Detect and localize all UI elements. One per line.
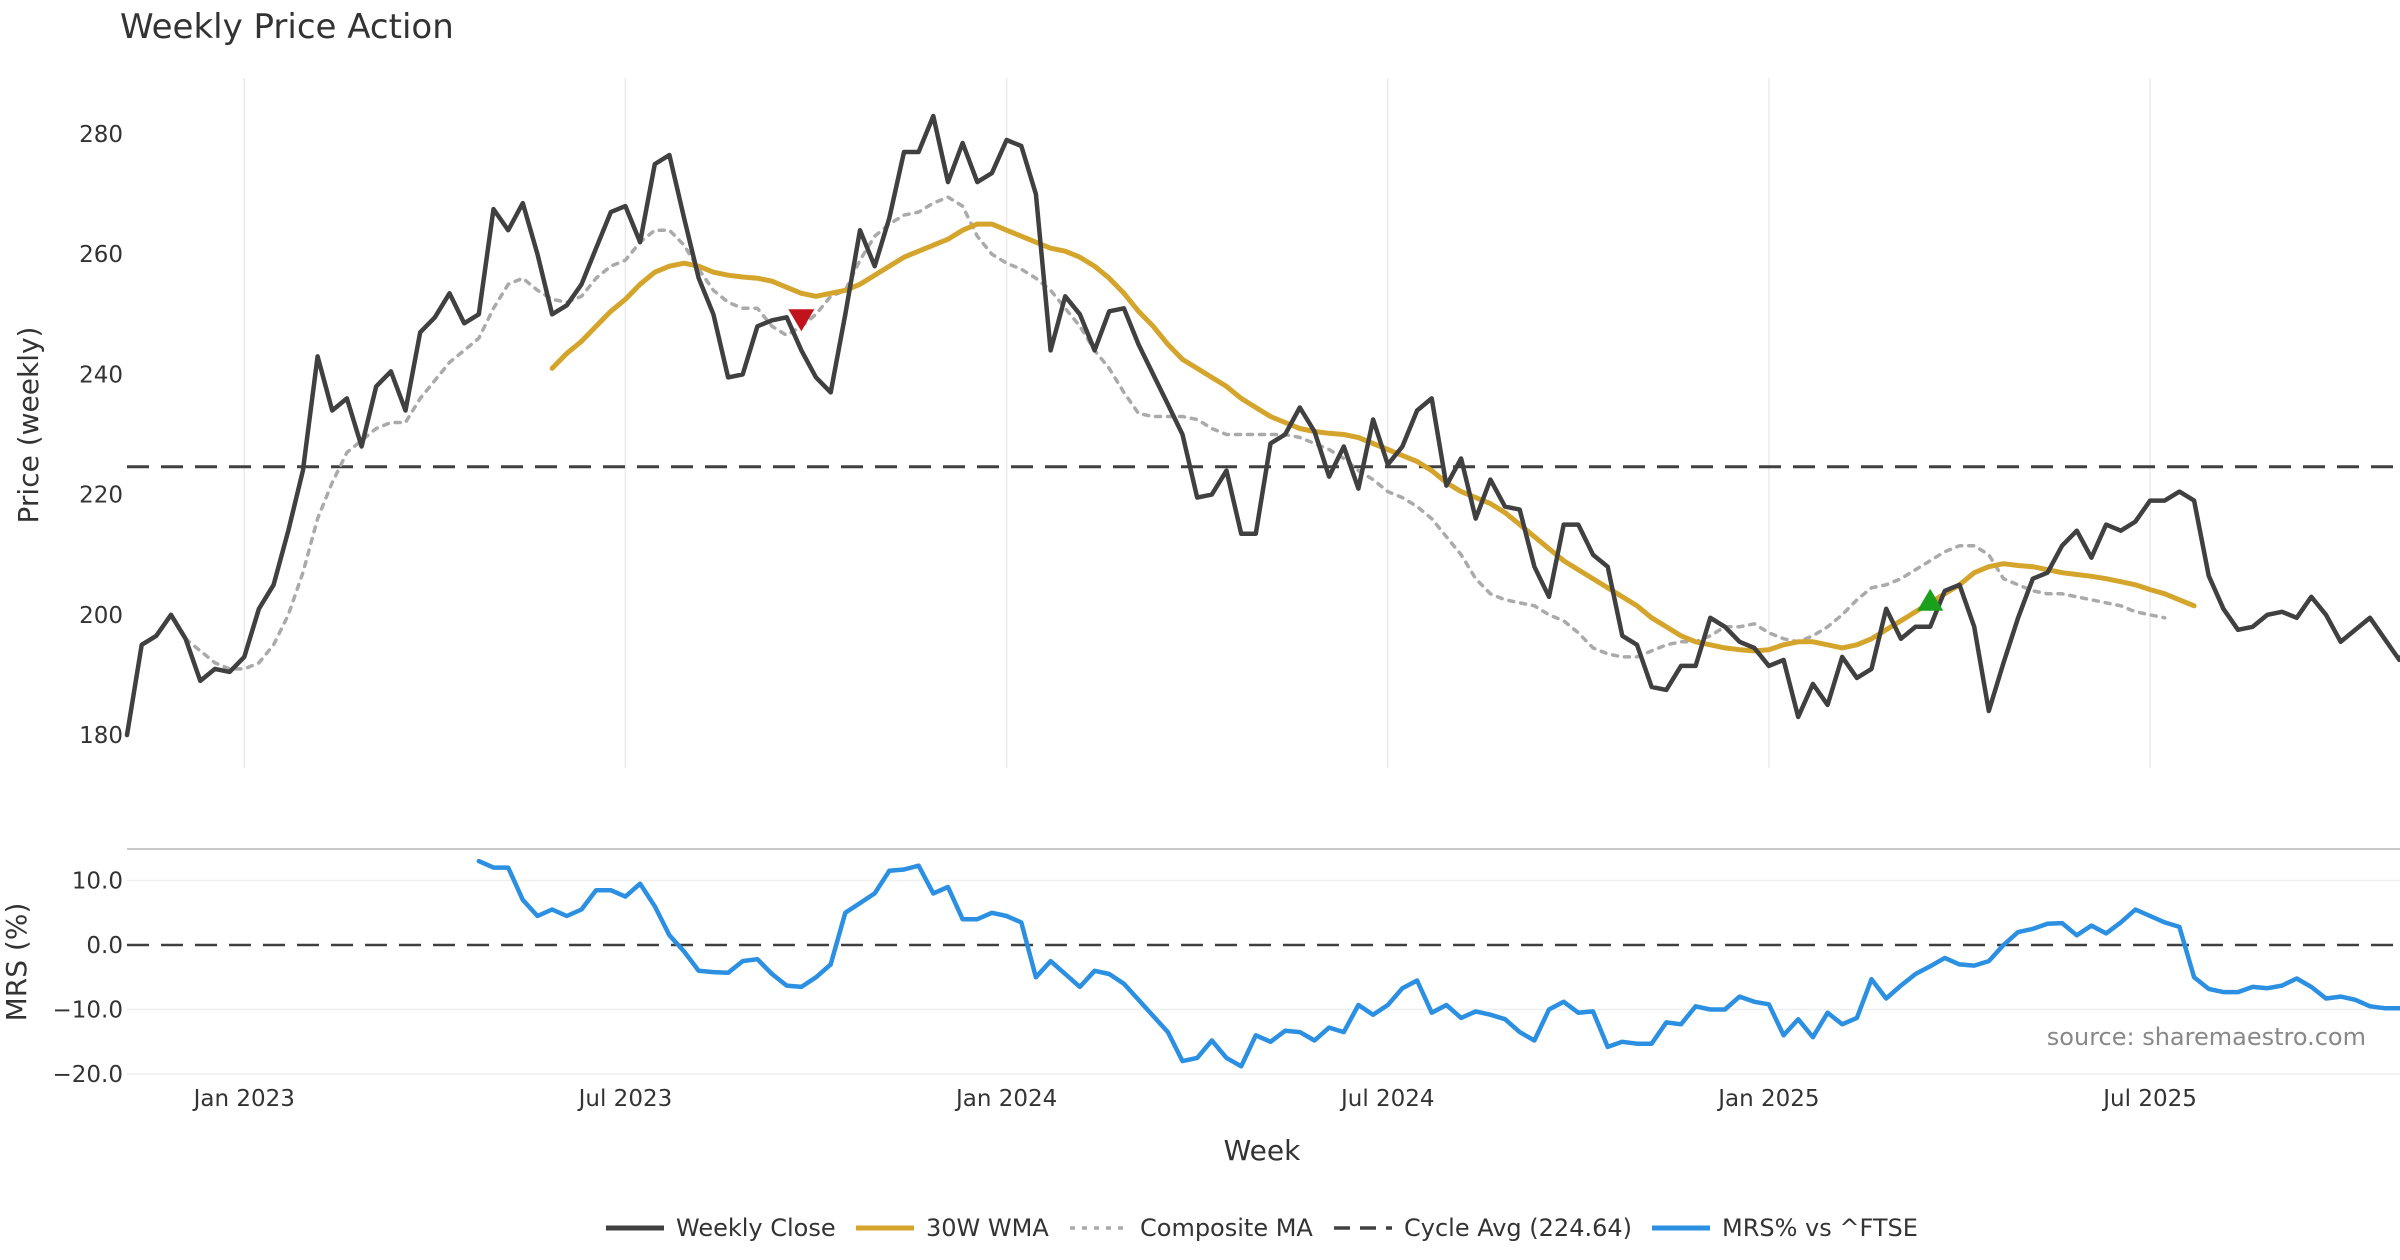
series-mrs bbox=[476, 858, 2400, 1069]
sell-signal-marker bbox=[788, 309, 815, 332]
chart-title: Weekly Price Action bbox=[120, 7, 454, 47]
series-weekly-close bbox=[124, 113, 2400, 738]
source-credit: source: sharemaestro.com bbox=[2047, 1023, 2366, 1051]
legend-label: 30W WMA bbox=[926, 1214, 1049, 1242]
buy-signal-marker bbox=[1917, 588, 1944, 611]
price-y-tick-label: 260 bbox=[79, 242, 123, 268]
mrs-y-ticks: 10.0 0.0 −10.0 −20.0 bbox=[53, 869, 123, 1089]
price-y-tick-label: 240 bbox=[79, 362, 123, 388]
mrs-y-tick-label: −20.0 bbox=[53, 1062, 123, 1088]
x-ticks: Jan 2023 Jul 2023 Jan 2024 Jul 2024 Jan 2025… bbox=[192, 1086, 2197, 1112]
mrs-y-tick-label: −10.0 bbox=[53, 998, 123, 1024]
x-tick-label: Jan 2024 bbox=[954, 1086, 1057, 1112]
price-series bbox=[124, 113, 2400, 738]
mrs-grid bbox=[127, 879, 2400, 1075]
mrs-y-tick-label: 0.0 bbox=[86, 933, 123, 959]
legend-label: Weekly Close bbox=[676, 1214, 836, 1242]
price-y-ticks: 180 200 220 240 260 280 bbox=[79, 122, 123, 749]
x-tick-label: Jul 2023 bbox=[577, 1086, 673, 1112]
price-y-tick-label: 280 bbox=[79, 122, 123, 148]
legend-label: Composite MA bbox=[1140, 1214, 1313, 1242]
legend: Weekly Close 30W WMA Composite MA Cycle Avg… bbox=[606, 1214, 1918, 1242]
legend-label: Cycle Avg (224.64) bbox=[1404, 1214, 1632, 1242]
x-axis-label: Week bbox=[1224, 1134, 1301, 1167]
mrs-y-tick-label: 10.0 bbox=[72, 869, 123, 895]
price-y-tick-label: 220 bbox=[79, 483, 123, 509]
x-tick-label: Jul 2025 bbox=[2101, 1086, 2197, 1112]
x-tick-label: Jul 2024 bbox=[1339, 1086, 1435, 1112]
price-y-tick-label: 200 bbox=[79, 603, 123, 629]
price-y-axis-label: Price (weekly) bbox=[12, 327, 45, 524]
mrs-series bbox=[476, 858, 2400, 1069]
series-composite-ma bbox=[183, 195, 2167, 671]
legend-label: MRS% vs ^FTSE bbox=[1722, 1214, 1918, 1242]
signal-markers bbox=[788, 309, 1944, 611]
x-tick-label: Jan 2023 bbox=[192, 1086, 295, 1112]
price-y-tick-label: 180 bbox=[79, 723, 123, 749]
mrs-y-axis-label: MRS (%) bbox=[0, 903, 33, 1022]
price-grid bbox=[243, 78, 2151, 768]
x-tick-label: Jan 2025 bbox=[1716, 1086, 1819, 1112]
series-30w-wma bbox=[549, 221, 2197, 654]
